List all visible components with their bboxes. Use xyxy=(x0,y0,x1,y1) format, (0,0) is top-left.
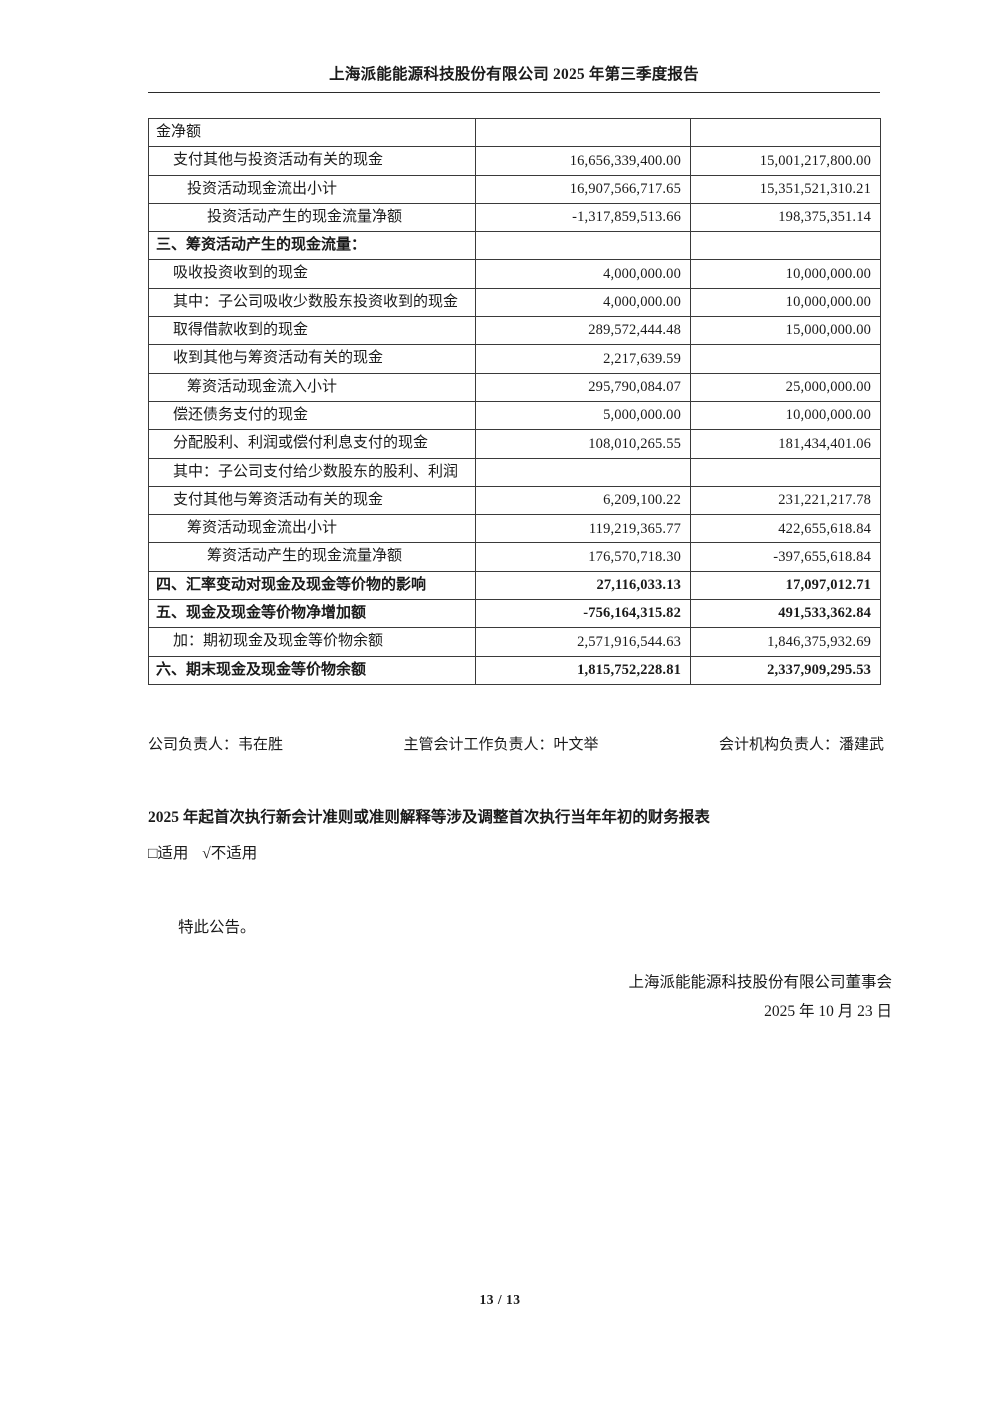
signatory-entry: 公司负责人：韦在胜 xyxy=(148,737,284,753)
row-label: 六、期末现金及现金等价物余额 xyxy=(148,655,476,685)
row-label: 支付其他与投资活动有关的现金 xyxy=(148,146,476,176)
row-value-current-period: 119,219,365.77 xyxy=(475,514,691,544)
table-row: 三、筹资活动产生的现金流量： xyxy=(148,231,881,261)
table-row: 收到其他与筹资活动有关的现金 2,217,639.59 xyxy=(148,344,881,374)
row-value-prior-period xyxy=(690,457,881,487)
row-value-current-period: 2,571,916,544.63 xyxy=(475,627,691,657)
row-value-prior-period: 198,375,351.14 xyxy=(690,202,881,233)
row-label: 支付其他与筹资活动有关的现金 xyxy=(148,485,476,516)
row-label: 投资活动现金流出小计 xyxy=(148,174,476,204)
row-value-prior-period: 10,000,000.00 xyxy=(690,287,881,318)
table-row: 其中：子公司吸收少数股东投资收到的现金 4,000,000.00 10,000,00… xyxy=(148,287,881,318)
page-number-footer: 13 / 13 xyxy=(479,1292,521,1307)
table-row: 投资活动现金流出小计 16,907,566,717.65 15,351,521,31… xyxy=(148,174,881,204)
row-value-current-period: 16,656,339,400.00 xyxy=(475,146,691,176)
table-row: 四、汇率变动对现金及现金等价物的影响 27,116,033.13 17,097,01… xyxy=(148,570,881,601)
row-value-current-period xyxy=(475,231,691,261)
row-value-prior-period: 15,000,000.00 xyxy=(690,316,881,346)
row-value-prior-period: 25,000,000.00 xyxy=(690,372,881,402)
row-label: 四、汇率变动对现金及现金等价物的影响 xyxy=(148,570,476,601)
row-value-prior-period: 15,001,217,800.00 xyxy=(690,146,881,176)
table-row: 分配股利、利润或偿付利息支付的现金 108,010,265.55 181,434,4… xyxy=(148,429,881,459)
row-value-current-period: 295,790,084.07 xyxy=(475,372,691,402)
table-row: 六、期末现金及现金等价物余额 1,815,752,228.81 2,337,909,… xyxy=(148,655,881,685)
row-value-current-period: 16,907,566,717.65 xyxy=(475,174,691,204)
section-heading: 2025 年起首次执行新会计准则或准则解释等涉及调整首次执行当年年初的财务报表 xyxy=(148,809,710,826)
row-label: 吸收投资收到的现金 xyxy=(148,259,476,289)
row-label: 取得借款收到的现金 xyxy=(148,316,476,346)
row-value-prior-period: 491,533,362.84 xyxy=(690,599,881,629)
row-value-prior-period: 231,221,217.78 xyxy=(690,485,881,516)
row-value-current-period: 289,572,444.48 xyxy=(475,316,691,346)
table-row: 支付其他与投资活动有关的现金 16,656,339,400.00 15,001,21… xyxy=(148,146,881,176)
table-row: 筹资活动现金流入小计 295,790,084.07 25,000,000.00 xyxy=(148,372,881,402)
running-header-title: 上海派能能源科技股份有限公司 2025 年第三季度报告 xyxy=(329,66,699,83)
applicability-options: □适用 √不适用 xyxy=(148,841,267,863)
row-value-current-period: 1,815,752,228.81 xyxy=(475,655,691,685)
row-value-current-period: 27,116,033.13 xyxy=(475,570,691,601)
option-applicable-checkbox[interactable]: □适用 xyxy=(148,845,189,862)
row-value-prior-period: 2,337,909,295.53 xyxy=(690,655,881,685)
row-label: 筹资活动现金流入小计 xyxy=(148,372,476,402)
row-label: 加：期初现金及现金等价物余额 xyxy=(148,627,476,657)
signatories-row: 公司负责人：韦在胜 主管会计工作负责人：叶文举 会计机构负责人：潘建武 xyxy=(148,733,884,754)
row-value-prior-period xyxy=(690,231,881,261)
row-value-current-period: -1,317,859,513.66 xyxy=(475,202,691,233)
row-value-prior-period xyxy=(690,117,881,148)
row-value-prior-period: 10,000,000.00 xyxy=(690,400,881,431)
row-value-current-period: 5,000,000.00 xyxy=(475,400,691,431)
table-row: 筹资活动产生的现金流量净额 176,570,718.30 -397,655,618.… xyxy=(148,542,881,572)
table-row: 取得借款收到的现金 289,572,444.48 15,000,000.00 xyxy=(148,316,881,346)
row-label: 其中：子公司支付给少数股东的股利、利润 xyxy=(148,457,476,487)
table-row: 投资活动产生的现金流量净额 -1,317,859,513.66 198,375,35… xyxy=(148,202,881,233)
row-value-current-period: 4,000,000.00 xyxy=(475,259,691,289)
row-label: 五、现金及现金等价物净增加额 xyxy=(148,599,476,629)
row-value-current-period: 2,217,639.59 xyxy=(475,344,691,374)
issuer-name: 上海派能能源科技股份有限公司董事会 xyxy=(628,974,892,991)
option-not-applicable-checkbox[interactable]: √不适用 xyxy=(202,845,258,862)
row-value-current-period: 176,570,718.30 xyxy=(475,542,691,572)
row-value-current-period: 6,209,100.22 xyxy=(475,485,691,516)
issuer-signature-block: 上海派能能源科技股份有限公司董事会 2025 年 10 月 23 日 xyxy=(628,968,892,1027)
row-value-prior-period xyxy=(690,344,881,374)
row-value-prior-period: 17,097,012.71 xyxy=(690,570,881,601)
table-row: 其中：子公司支付给少数股东的股利、利润 xyxy=(148,457,881,487)
row-value-prior-period: 1,846,375,932.69 xyxy=(690,627,881,657)
table-row: 金净额 xyxy=(148,117,881,148)
row-label: 分配股利、利润或偿付利息支付的现金 xyxy=(148,429,476,459)
row-value-current-period xyxy=(475,457,691,487)
row-label: 偿还债务支付的现金 xyxy=(148,400,476,431)
row-value-current-period: 108,010,265.55 xyxy=(475,429,691,459)
issue-date: 2025 年 10 月 23 日 xyxy=(764,1003,892,1021)
row-label: 金净额 xyxy=(148,117,476,148)
row-value-current-period xyxy=(475,117,691,148)
row-label: 三、筹资活动产生的现金流量： xyxy=(148,231,476,261)
cash-flow-statement-table: 金净额 支付其他与投资活动有关的现金 16,656,339,400.00 15,001… xyxy=(148,117,881,685)
row-value-current-period: 4,000,000.00 xyxy=(475,287,691,318)
table-row: 筹资活动现金流出小计 119,219,365.77 422,655,618.84 xyxy=(148,514,881,544)
row-label: 其中：子公司吸收少数股东投资收到的现金 xyxy=(148,287,476,318)
row-label: 投资活动产生的现金流量净额 xyxy=(148,202,476,233)
row-value-prior-period: 15,351,521,310.21 xyxy=(690,174,881,204)
row-value-prior-period: 181,434,401.06 xyxy=(690,429,881,459)
row-value-current-period: -756,164,315.82 xyxy=(475,599,691,629)
table-row: 吸收投资收到的现金 4,000,000.00 10,000,000.00 xyxy=(148,259,881,289)
row-value-prior-period: -397,655,618.84 xyxy=(690,542,881,572)
table-row: 偿还债务支付的现金 5,000,000.00 10,000,000.00 xyxy=(148,400,881,431)
table-row: 五、现金及现金等价物净增加额 -756,164,315.82 491,533,362… xyxy=(148,599,881,629)
table-row: 加：期初现金及现金等价物余额 2,571,916,544.63 1,846,375,… xyxy=(148,627,881,657)
row-label: 筹资活动产生的现金流量净额 xyxy=(148,542,476,572)
signatory-entry: 会计机构负责人：潘建武 xyxy=(718,737,884,753)
signatory-entry: 主管会计工作负责人：叶文举 xyxy=(403,737,599,753)
table-row: 支付其他与筹资活动有关的现金 6,209,100.22 231,221,217.78 xyxy=(148,485,881,516)
header-divider-rule xyxy=(148,92,880,93)
row-label: 筹资活动现金流出小计 xyxy=(148,514,476,544)
row-label: 收到其他与筹资活动有关的现金 xyxy=(148,344,476,374)
row-value-prior-period: 422,655,618.84 xyxy=(690,514,881,544)
cash-flow-table-body: 金净额 支付其他与投资活动有关的现金 16,656,339,400.00 15,001… xyxy=(148,117,881,685)
closing-notice-text: 特此公告。 xyxy=(178,919,256,936)
row-value-prior-period: 10,000,000.00 xyxy=(690,259,881,289)
